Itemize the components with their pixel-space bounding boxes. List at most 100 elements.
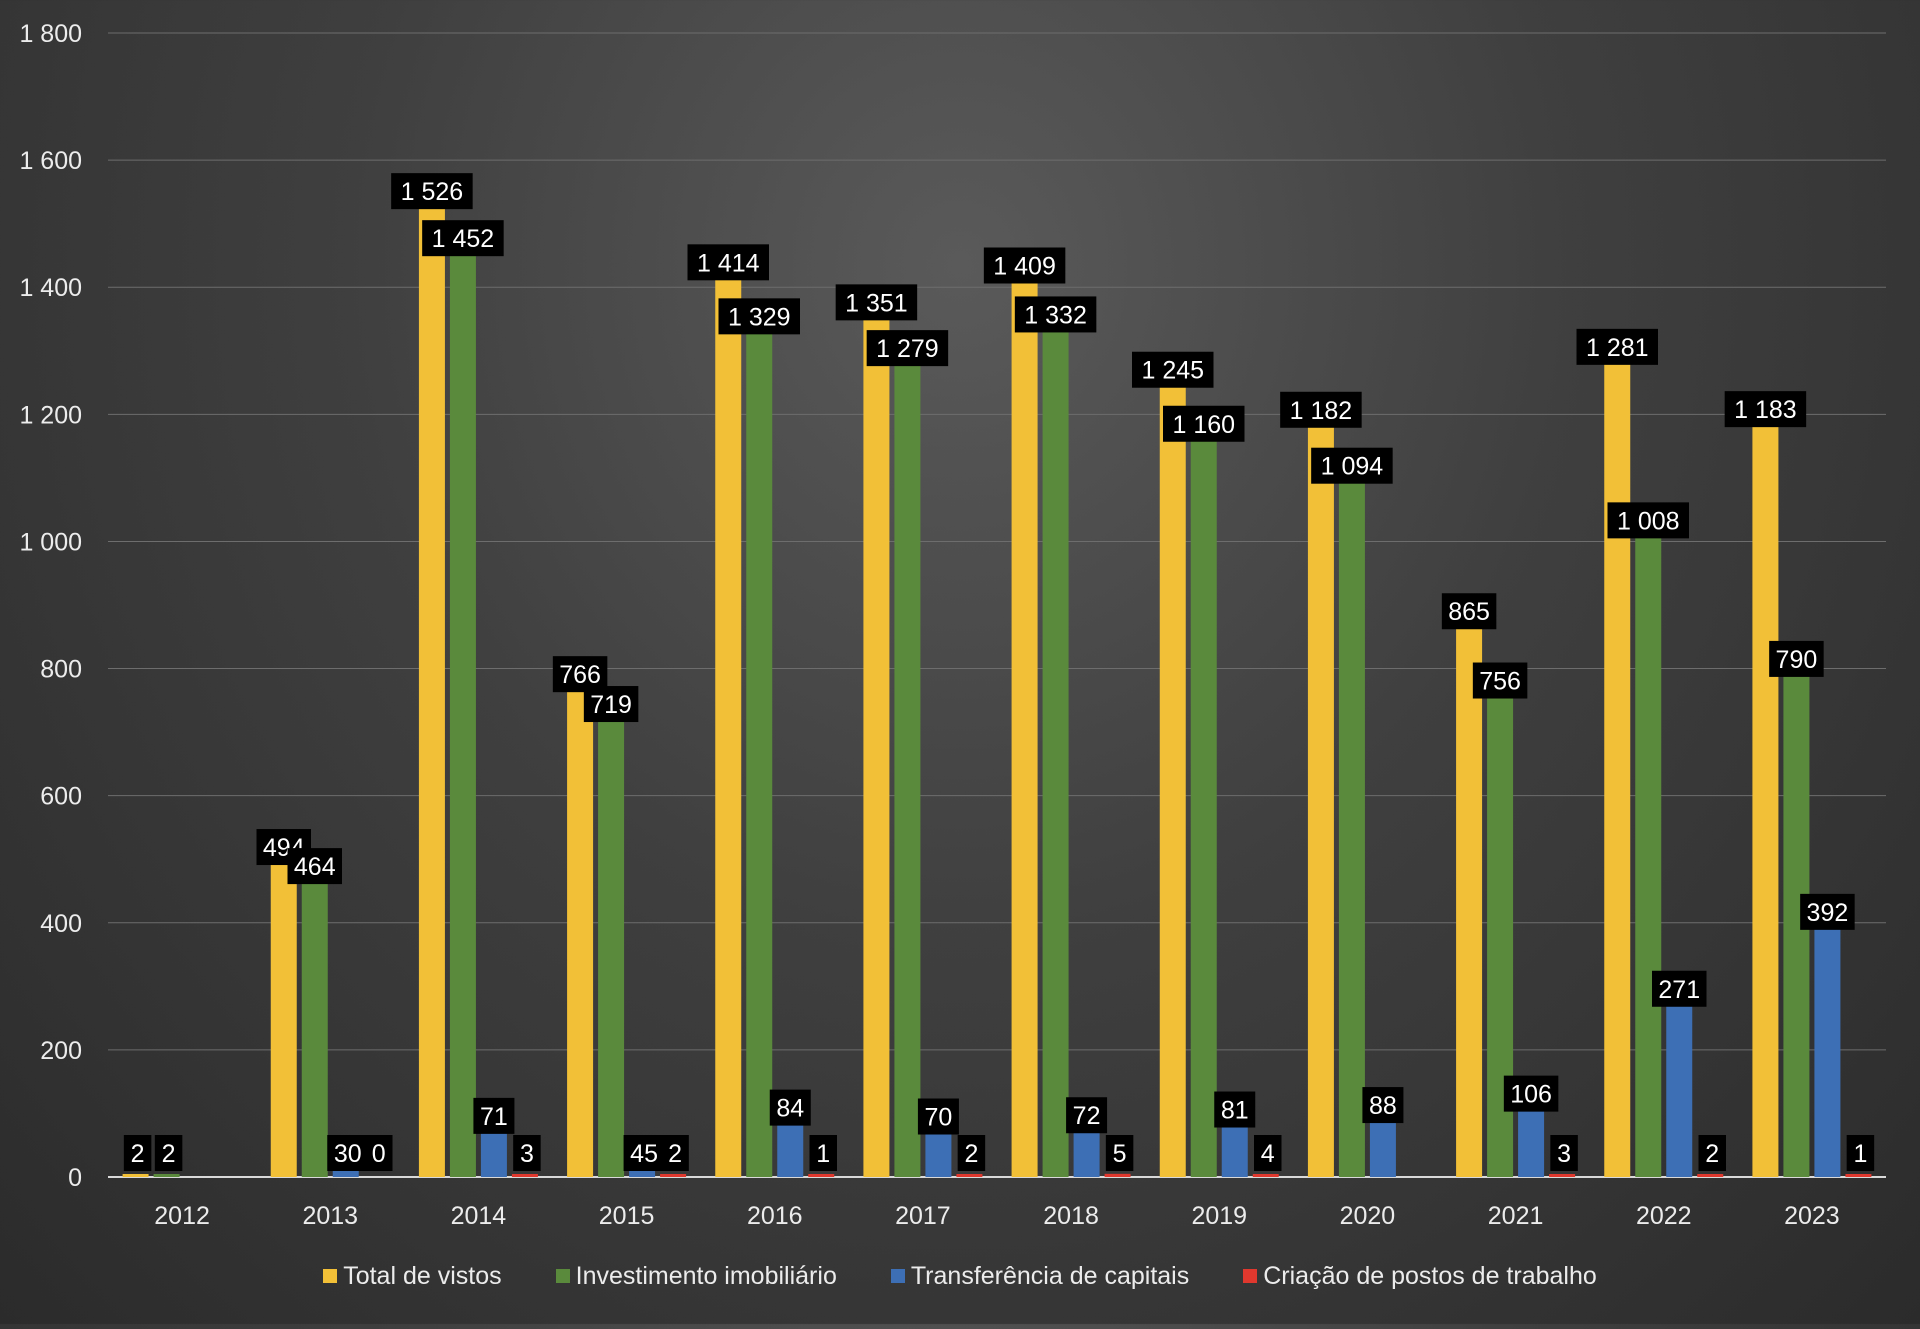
bar-cria-o-de-postos-de-trabalho-2022 (1697, 1174, 1724, 1177)
data-label-box (1550, 1135, 1578, 1171)
data-label-box (1607, 502, 1689, 539)
bar-cria-o-de-postos-de-trabalho-2019 (1252, 1174, 1279, 1177)
data-label-box (1014, 296, 1097, 333)
data-label: 1 452 (432, 225, 495, 253)
bar-transfer-ncia-de-capitais-2014 (480, 1131, 507, 1177)
data-label: 106 (1510, 1081, 1552, 1109)
data-label: 71 (480, 1103, 508, 1131)
data-label: 1 351 (845, 289, 908, 317)
data-label-box (809, 1135, 837, 1171)
x-tick-label: 2013 (302, 1202, 358, 1230)
data-label: 1 094 (1321, 453, 1384, 481)
bar-investimento-imobili-rio-2022 (1635, 536, 1662, 1177)
data-label-box (287, 848, 342, 885)
data-label: 3 (1557, 1140, 1571, 1168)
data-label-box (769, 1089, 811, 1126)
data-label-box (1576, 328, 1658, 365)
bar-cria-o-de-postos-de-trabalho-2016 (808, 1174, 835, 1177)
data-label-box (835, 284, 918, 321)
data-label: 392 (1807, 899, 1849, 927)
data-label-box (1698, 1135, 1726, 1171)
y-tick-label: 1 000 (19, 528, 82, 556)
legend-item-transfer-ncia-de-capitais: Transferência de capitais (890, 1261, 1190, 1291)
bar-investimento-imobili-rio-2013 (301, 882, 328, 1177)
data-label-box (1800, 893, 1855, 930)
bar-transfer-ncia-de-capitais-2020 (1369, 1121, 1396, 1177)
data-label-box (154, 1135, 183, 1171)
data-label: 2 (964, 1140, 978, 1168)
x-tick-label: 2017 (895, 1202, 951, 1230)
data-label: 1 008 (1617, 507, 1680, 535)
bar-cria-o-de-postos-de-trabalho-2018 (1104, 1173, 1131, 1177)
legend-label: Transferência de capitais (910, 1261, 1190, 1290)
data-label: 5 (1113, 1140, 1127, 1168)
bar-investimento-imobili-rio-2015 (598, 720, 625, 1177)
legend-swatch (323, 1269, 338, 1283)
data-label: 464 (294, 853, 336, 881)
data-label-box (123, 1135, 152, 1171)
data-label: 2 (162, 1140, 176, 1168)
data-label: 45 (630, 1140, 658, 1168)
data-label-box (1769, 640, 1824, 677)
data-label-box (1724, 391, 1807, 428)
data-label-box (917, 1098, 959, 1135)
bar-investimento-imobili-rio-2016 (746, 332, 773, 1177)
data-label-box (1652, 970, 1707, 1007)
data-label-box (623, 1135, 665, 1171)
bar-total-de-vistos-2014 (418, 207, 445, 1178)
data-label-box (1280, 391, 1362, 428)
legend-item-total-de-vistos: Total de vistos (323, 1261, 502, 1291)
bar-cria-o-de-postos-de-trabalho-2021 (1549, 1174, 1576, 1177)
data-label: 1 409 (993, 253, 1056, 281)
data-label: 84 (776, 1095, 804, 1123)
data-label-box (1503, 1075, 1559, 1112)
bar-total-de-vistos-2022 (1604, 362, 1631, 1177)
data-label: 1 182 (1290, 397, 1353, 425)
legend-label: Criação de postos de trabalho (1263, 1261, 1597, 1290)
data-label-box (1132, 351, 1214, 388)
data-label-box (1441, 593, 1497, 630)
legend-label: Investimento imobiliário (575, 1261, 837, 1290)
bar-total-de-vistos-2020 (1307, 425, 1334, 1178)
y-tick-label: 800 (40, 656, 82, 684)
data-label-box (391, 173, 473, 210)
data-label-box (513, 1135, 541, 1171)
data-label: 1 329 (728, 303, 791, 331)
legend-item-investimento-imobili-rio: Investimento imobiliário (555, 1261, 837, 1291)
x-tick-label: 2015 (599, 1202, 655, 1230)
data-label: 81 (1221, 1097, 1249, 1125)
data-label-box (583, 686, 639, 723)
data-label: 3 (520, 1140, 534, 1168)
bar-cria-o-de-postos-de-trabalho-2017 (956, 1174, 983, 1177)
x-tick-label: 2023 (1784, 1202, 1840, 1230)
legend: Total de vistos Investimento imobiliário T… (0, 1258, 1920, 1294)
y-tick-label: 1 400 (19, 274, 82, 302)
data-label: 865 (1448, 598, 1490, 626)
data-label-box (866, 330, 949, 367)
bar-investimento-imobili-rio-2017 (894, 364, 921, 1177)
y-tick-label: 1 800 (19, 20, 82, 48)
bar-transfer-ncia-de-capitais-2016 (777, 1123, 804, 1177)
data-label: 790 (1776, 646, 1818, 674)
x-tick-label: 2021 (1488, 1202, 1544, 1230)
bar-total-de-vistos-2021 (1456, 627, 1483, 1177)
data-label: 0 (372, 1140, 386, 1168)
legend-label: Total de vistos (343, 1261, 502, 1290)
data-label: 4 (1261, 1140, 1275, 1168)
gridlines: 0 200 400 600 800 1 000 1 200 1 400 1 600 1 800 (19, 20, 1886, 1192)
bar-total-de-vistos-2013 (270, 863, 297, 1177)
y-tick-label: 1 200 (19, 401, 82, 429)
data-label: 2 (1705, 1140, 1719, 1168)
data-label-box (422, 220, 504, 257)
bar-total-de-vistos-2023 (1752, 425, 1779, 1177)
bar-cria-o-de-postos-de-trabalho-2014 (511, 1174, 538, 1177)
x-tick-label: 2016 (747, 1202, 803, 1230)
bar-transfer-ncia-de-capitais-2022 (1666, 1004, 1693, 1177)
data-label: 2 (668, 1140, 682, 1168)
data-label: 1 245 (1141, 357, 1204, 385)
data-label-box (687, 244, 769, 281)
x-tick-label: 2018 (1043, 1202, 1099, 1230)
data-label-box (983, 247, 1066, 284)
